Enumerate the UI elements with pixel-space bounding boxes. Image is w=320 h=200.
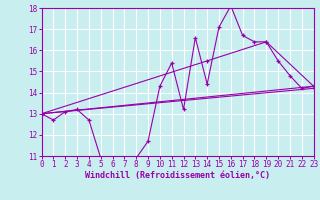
X-axis label: Windchill (Refroidissement éolien,°C): Windchill (Refroidissement éolien,°C): [85, 171, 270, 180]
